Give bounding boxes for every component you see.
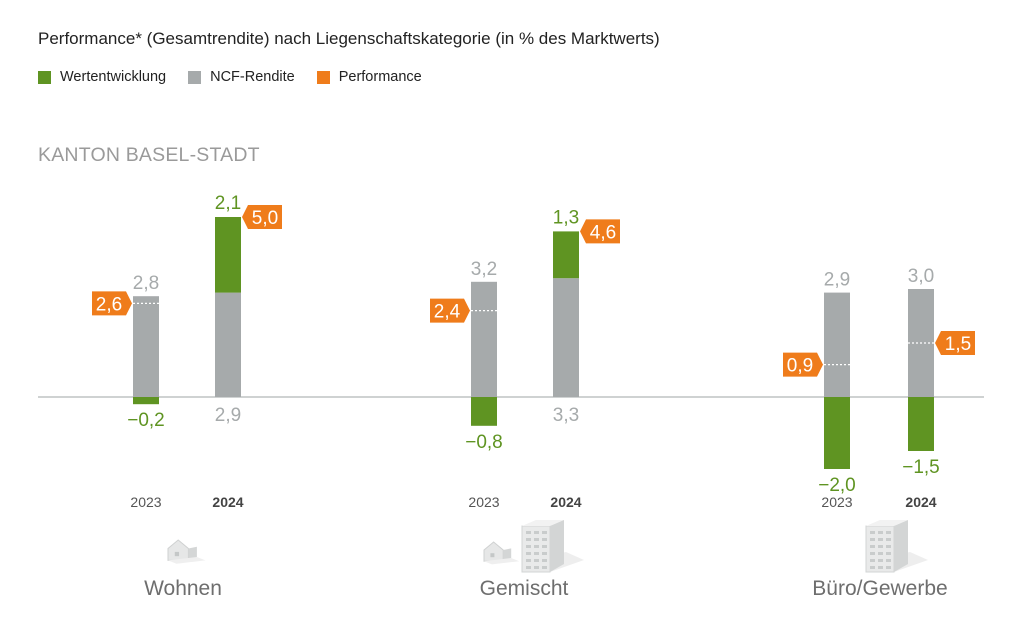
wert-bar-wohnen-2024	[215, 217, 241, 293]
legend: Wertentwicklung NCF-Rendite Performance	[38, 69, 422, 85]
legend-swatch-wertentwicklung	[38, 70, 51, 84]
year-label-gemischt-2023: 2023	[468, 494, 499, 510]
house-and-building-icon	[483, 520, 584, 573]
legend-item-ncf-rendite: NCF-Rendite	[188, 69, 295, 85]
ncf-label-gemischt-2024: 3,3	[553, 405, 579, 426]
legend-swatch-ncf-rendite	[188, 70, 202, 84]
legend-item-performance: Performance	[316, 69, 422, 85]
ncf-label-wohnen-2024: 2,9	[215, 405, 241, 426]
year-label-wohnen-2023: 2023	[130, 494, 161, 510]
year-label-b-ro-gewerbe-2023: 2023	[821, 494, 852, 510]
perf-flag-wohnen-2024	[242, 205, 282, 229]
perf-label-b-ro-gewerbe-2023: 0,9	[787, 356, 813, 377]
legend-label-wertentwicklung: Wertentwicklung	[60, 69, 167, 85]
category-label-gemischt: Gemischt	[480, 577, 569, 600]
office-building-icon	[865, 520, 928, 573]
perf-label-wohnen-2023: 2,6	[96, 294, 122, 315]
perf-label-wohnen-2024: 5,0	[252, 208, 278, 229]
legend-swatch-performance	[316, 70, 330, 84]
wert-label-wohnen-2024: 2,1	[215, 193, 241, 214]
perf-flag-b-ro-gewerbe-2023	[783, 352, 823, 377]
wert-bar-b-ro-gewerbe-2023	[824, 397, 850, 469]
ncf-bar-gemischt-2024	[553, 278, 579, 397]
wert-bar-b-ro-gewerbe-2024	[908, 397, 934, 451]
year-label-wohnen-2024: 2024	[212, 494, 243, 510]
wert-label-gemischt-2024: 1,3	[553, 207, 579, 228]
chart-title: Performance* (Gesamtrendite) nach Liegen…	[38, 29, 660, 48]
ncf-label-b-ro-gewerbe-2024: 3,0	[908, 266, 934, 287]
ncf-label-gemischt-2023: 3,2	[471, 259, 497, 280]
chart-subtitle: KANTON BASEL-STADT	[38, 144, 260, 166]
wert-bar-gemischt-2024	[553, 231, 579, 279]
ncf-bar-gemischt-2023	[471, 281, 497, 397]
wert-label-b-ro-gewerbe-2023: −2,0	[818, 475, 856, 496]
ncf-bar-b-ro-gewerbe-2023	[824, 292, 850, 397]
legend-label-performance: Performance	[338, 69, 422, 85]
perf-flag-gemischt-2024	[580, 219, 620, 244]
perf-flag-wohnen-2023	[92, 291, 132, 316]
perf-label-b-ro-gewerbe-2024: 1,5	[945, 334, 971, 355]
ncf-label-wohnen-2023: 2,8	[133, 273, 159, 294]
wert-label-wohnen-2023: −0,2	[127, 410, 165, 431]
wert-bar-gemischt-2023	[471, 397, 497, 426]
legend-item-wertentwicklung: Wertentwicklung	[38, 69, 166, 85]
perf-label-gemischt-2024: 4,6	[590, 222, 616, 243]
house-icon	[167, 539, 206, 564]
wert-label-b-ro-gewerbe-2024: −1,5	[902, 457, 940, 478]
year-label-gemischt-2024: 2024	[550, 494, 581, 510]
category-label-b-ro-gewerbe: Büro/Gewerbe	[812, 577, 947, 600]
wert-bar-wohnen-2023	[133, 397, 159, 405]
ncf-bar-wohnen-2024	[215, 292, 241, 397]
wert-label-gemischt-2023: −0,8	[465, 432, 503, 453]
year-label-b-ro-gewerbe-2024: 2024	[905, 494, 936, 510]
ncf-label-b-ro-gewerbe-2023: 2,9	[824, 270, 850, 291]
perf-flag-gemischt-2023	[430, 298, 470, 323]
perf-label-gemischt-2023: 2,4	[434, 302, 461, 323]
ncf-bar-wohnen-2023	[133, 296, 159, 397]
perf-flag-b-ro-gewerbe-2024	[935, 331, 975, 355]
legend-label-ncf-rendite: NCF-Rendite	[210, 69, 295, 85]
category-label-wohnen: Wohnen	[144, 577, 222, 600]
